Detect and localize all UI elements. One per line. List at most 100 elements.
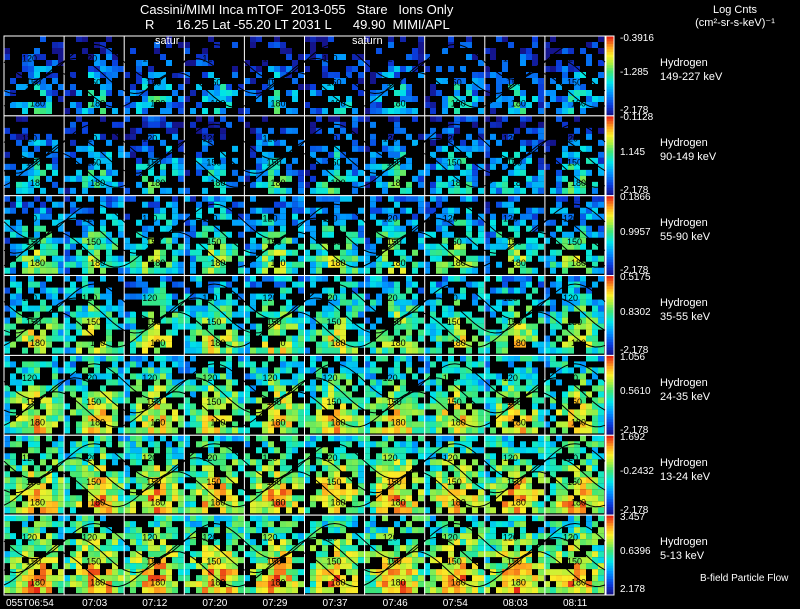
- heatmap-cell: [412, 441, 418, 448]
- heatmap-cell: [76, 385, 82, 392]
- heatmap-cell: [172, 127, 178, 134]
- heatmap-cell: [166, 275, 172, 282]
- heatmap-cell: [64, 361, 70, 368]
- heatmap-cell: [352, 281, 358, 288]
- heatmap-cell: [46, 305, 52, 312]
- heatmap-cell: [424, 441, 430, 448]
- heatmap-cell: [388, 237, 394, 244]
- heatmap-cell: [250, 78, 256, 84]
- heatmap-cell: [28, 66, 34, 72]
- heatmap-cell: [568, 495, 574, 502]
- heatmap-cell: [484, 66, 490, 72]
- heatmap-cell: [190, 275, 196, 282]
- heatmap-cell: [76, 305, 82, 312]
- heatmap-cell: [328, 293, 334, 300]
- heatmap-cell: [244, 267, 250, 274]
- heatmap-cell: [280, 261, 286, 268]
- heatmap-cell: [256, 36, 262, 42]
- heatmap-cell: [298, 483, 304, 490]
- heatmap-cell: [184, 42, 190, 48]
- heatmap-cell: [508, 133, 514, 140]
- heatmap-cell: [442, 489, 448, 496]
- heatmap-cell: [34, 169, 40, 176]
- heatmap-cell: [232, 66, 238, 72]
- heatmap-cell: [130, 453, 136, 460]
- heatmap-cell: [160, 489, 166, 496]
- heatmap-cell: [16, 181, 22, 188]
- heatmap-cell: [490, 459, 496, 466]
- colorbar-segment: [606, 107, 614, 112]
- heatmap-cell: [388, 108, 394, 114]
- heatmap-cell: [196, 373, 202, 380]
- heatmap-cell: [28, 201, 34, 208]
- heatmap-cell: [424, 169, 430, 176]
- heatmap-cell: [400, 427, 406, 434]
- heatmap-cell: [514, 385, 520, 392]
- heatmap-cell: [154, 501, 160, 508]
- heatmap-cell: [484, 305, 490, 312]
- contour-label: 180: [511, 258, 526, 268]
- heatmap-cell: [226, 361, 232, 368]
- heatmap-cell: [418, 207, 424, 214]
- heatmap-cell: [100, 311, 106, 318]
- heatmap-cell: [358, 293, 364, 300]
- heatmap-cell: [562, 299, 568, 306]
- contour-label: 150: [206, 397, 221, 407]
- heatmap-cell: [28, 441, 34, 448]
- heatmap-cell: [544, 90, 550, 96]
- colorbar-segment: [606, 185, 614, 189]
- heatmap-cell: [430, 249, 436, 256]
- heatmap-cell: [172, 293, 178, 300]
- heatmap-cell: [394, 243, 400, 250]
- heatmap-cell: [106, 139, 112, 146]
- heatmap-cell: [310, 243, 316, 250]
- heatmap-cell: [232, 397, 238, 404]
- heatmap-cell: [598, 483, 604, 490]
- heatmap-cell: [154, 471, 160, 478]
- heatmap-cell: [118, 373, 124, 380]
- heatmap-cell: [256, 127, 262, 134]
- heatmap-cell: [238, 435, 244, 442]
- heatmap-cell: [34, 489, 40, 496]
- heatmap-cell: [160, 293, 166, 300]
- heatmap-cell: [376, 415, 382, 422]
- heatmap-cell: [454, 157, 460, 164]
- heatmap-cell: [202, 507, 208, 514]
- heatmap-cell: [286, 267, 292, 274]
- heatmap-cell: [190, 341, 196, 348]
- heatmap-cell: [532, 495, 538, 502]
- heatmap-cell: [184, 169, 190, 176]
- heatmap-cell: [304, 102, 310, 108]
- contour-label: 150: [507, 237, 522, 247]
- heatmap-cell: [52, 201, 58, 208]
- heatmap-cell: [586, 102, 592, 108]
- heatmap-cell: [82, 465, 88, 472]
- colorbar-segment: [606, 91, 614, 96]
- heatmap-cell: [496, 231, 502, 238]
- heatmap-cell: [274, 483, 280, 490]
- heatmap-cell: [292, 169, 298, 176]
- heatmap-cell: [154, 207, 160, 214]
- heatmap-cell: [466, 237, 472, 244]
- heatmap-cell: [106, 379, 112, 386]
- heatmap-cell: [364, 267, 370, 274]
- heatmap-cell: [172, 453, 178, 460]
- heatmap-cell: [148, 367, 154, 374]
- heatmap-cell: [304, 299, 310, 306]
- heatmap-cell: [316, 403, 322, 410]
- heatmap-cell: [280, 379, 286, 386]
- heatmap-cell: [580, 275, 586, 282]
- heatmap-cell: [310, 54, 316, 60]
- heatmap-cell: [526, 275, 532, 282]
- contour-label: 120: [22, 373, 37, 383]
- contour-label: 180: [391, 418, 406, 428]
- contour-label: 120: [443, 54, 458, 64]
- heatmap-cell: [184, 187, 190, 194]
- heatmap-cell: [220, 397, 226, 404]
- heatmap-cell: [190, 403, 196, 410]
- heatmap-cell: [400, 151, 406, 158]
- heatmap-cell: [76, 261, 82, 268]
- heatmap-cell: [484, 243, 490, 250]
- heatmap-cell: [88, 403, 94, 410]
- heatmap-cell: [304, 403, 310, 410]
